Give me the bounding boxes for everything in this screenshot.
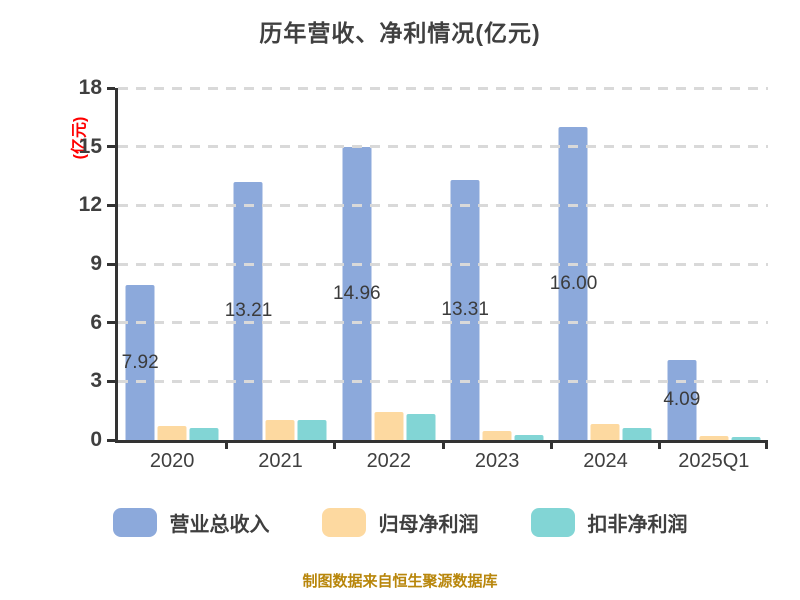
营业总收入-bar xyxy=(450,179,480,440)
x-axis-label-2020: 2020 xyxy=(149,450,195,472)
legend-item-deducted-net-profit: 扣非净利润 xyxy=(530,508,688,537)
gridline-6 xyxy=(118,321,768,325)
deducted-net-profit-swatch-icon xyxy=(530,508,575,537)
legend-label: 扣非净利润 xyxy=(587,514,688,536)
营业总收入-bar xyxy=(558,127,588,440)
归母净利润-bar xyxy=(699,436,729,440)
y-tick-18 xyxy=(107,86,115,90)
gridline-15 xyxy=(118,145,768,149)
y-axis-line xyxy=(115,88,118,443)
bar-group-2020: 7.92 2020 xyxy=(118,88,226,472)
营业总收入-bar xyxy=(342,147,372,440)
x-axis-label-2025Q1: 2025Q1 xyxy=(678,450,750,472)
revenue-value-label: 13.21 xyxy=(224,299,273,321)
revenue-value-label: 14.96 xyxy=(333,282,381,304)
扣非净利润-bar xyxy=(189,428,219,440)
bar-group-2024: 16.00 2024 xyxy=(549,88,659,472)
归母净利润-bar xyxy=(374,411,404,440)
营业总收入-bar xyxy=(125,285,155,440)
x-tick-6 xyxy=(765,440,768,449)
归母净利润-bar xyxy=(265,419,295,440)
x-axis-label-2023: 2023 xyxy=(474,450,520,472)
x-tick-5 xyxy=(658,440,662,449)
扣非净利润-bar xyxy=(514,434,544,440)
legend: 营业总收入 归母净利润 扣非净利润 xyxy=(0,508,800,537)
legend-item-revenue: 营业总收入 xyxy=(112,508,270,537)
归母净利润-bar xyxy=(482,431,512,440)
bars-2025Q1 xyxy=(667,88,761,440)
bars-2023 xyxy=(450,88,544,440)
y-tick-12 xyxy=(107,203,115,207)
gridline-9 xyxy=(118,262,768,266)
y-tick-label-18: 18 xyxy=(78,76,102,99)
bar-group-2022: 14.96 2022 xyxy=(333,88,443,472)
legend-label: 归母净利润 xyxy=(378,514,479,536)
扣非净利润-bar xyxy=(406,414,436,440)
legend-item-net-profit: 归母净利润 xyxy=(321,508,479,537)
gridline-12 xyxy=(118,203,768,207)
y-tick-label-6: 6 xyxy=(90,310,102,334)
legend-label: 营业总收入 xyxy=(169,514,270,536)
x-tick-3 xyxy=(441,440,445,449)
y-tick-label-12: 12 xyxy=(78,193,102,217)
归母净利润-bar xyxy=(157,425,187,440)
data-source-note: 制图数据来自恒生聚源数据库 xyxy=(302,573,498,590)
x-axis-label-2021: 2021 xyxy=(258,450,303,472)
x-tick-4 xyxy=(549,440,553,449)
revenue-value-label: 7.92 xyxy=(121,351,159,373)
chart-title: 历年营收、净利情况(亿元) xyxy=(259,20,541,46)
y-tick-label-9: 9 xyxy=(90,252,102,275)
gridline-18 xyxy=(118,86,768,90)
revenue-swatch-icon xyxy=(112,508,157,537)
bars-2020 xyxy=(125,88,219,440)
x-tick-2 xyxy=(333,440,337,449)
net-profit-swatch-icon xyxy=(321,508,366,537)
revenue-value-label: 16.00 xyxy=(549,272,598,294)
扣非净利润-bar xyxy=(622,428,652,440)
归母净利润-bar xyxy=(590,423,620,440)
扣非净利润-bar xyxy=(297,420,327,440)
y-tick-15 xyxy=(107,145,115,149)
revenue-value-label: 13.31 xyxy=(441,298,489,320)
y-tick-label-0: 0 xyxy=(90,428,102,451)
营业总收入-bar xyxy=(667,360,697,440)
bars-2022 xyxy=(342,88,436,440)
x-axis-label-2022: 2022 xyxy=(366,450,412,472)
gridline-3 xyxy=(118,379,768,383)
bars-2024 xyxy=(558,88,652,440)
营业总收入-bar xyxy=(233,181,263,440)
y-tick-label-3: 3 xyxy=(90,369,102,393)
y-tick-9 xyxy=(107,262,115,266)
扣非净利润-bar xyxy=(731,437,761,440)
bar-group-2021: 13.21 2021 xyxy=(224,88,334,472)
x-tick-1 xyxy=(224,440,228,449)
x-axis-label-2024: 2024 xyxy=(583,450,628,472)
revenue-value-label: 4.09 xyxy=(663,389,701,411)
bar-group-2023: 13.31 2023 xyxy=(441,88,551,472)
y-tick-label-15: 15 xyxy=(78,134,102,158)
y-tick-0 xyxy=(107,438,115,442)
bar-group-2025Q1: 4.09 2025Q1 xyxy=(660,88,768,472)
plot-area: (亿元) 0 3 6 9 12 15 18 7.92 2020 13.21 2021 14.96 202… xyxy=(71,76,768,472)
bars-2021 xyxy=(233,88,327,440)
y-tick-3 xyxy=(107,379,115,383)
y-tick-6 xyxy=(107,321,115,325)
